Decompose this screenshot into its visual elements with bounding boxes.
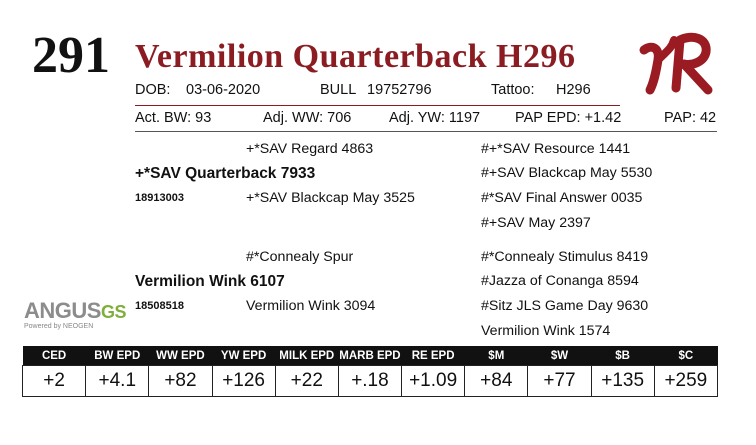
epd-header-row: CED BW EPD WW EPD YW EPD MILK EPD MARB E… [22, 346, 718, 366]
sire-dam-dam: #+SAV May 2397 [481, 215, 591, 231]
name-divider [135, 105, 620, 106]
stats-divider [135, 131, 717, 132]
sire-dam-sire: #*SAV Final Answer 0035 [481, 190, 643, 206]
epd-value-w: +77 [527, 365, 592, 397]
angus-gs-logo: ANGUSGS Powered by NEOGEN [24, 298, 127, 331]
epd-header-re: RE EPD [401, 346, 465, 366]
epd-header-m: $M [464, 346, 528, 366]
tattoo-label: Tattoo: [491, 82, 535, 98]
dob-label: DOB: [135, 82, 171, 98]
angus-logo-text: ANGUS [24, 298, 101, 323]
epd-value-b: +135 [590, 365, 655, 397]
epd-value-milk: +22 [274, 365, 339, 397]
adjusted-yearling-weight: Adj. YW: 1197 [389, 110, 481, 126]
animal-name: Vermilion Quarterback H296 [135, 38, 576, 75]
dam-dam-sire: #Sitz JLS Game Day 9630 [481, 298, 649, 314]
epd-header-w: $W [527, 346, 592, 366]
actual-birth-weight: Act. BW: 93 [135, 110, 212, 126]
pap-epd: PAP EPD: +1.42 [515, 110, 622, 126]
angus-logo-subtitle: Powered by NEOGEN [24, 323, 94, 330]
epd-value-ww: +82 [148, 365, 213, 397]
sire-sire-dam: #+SAV Blackcap May 5530 [481, 165, 653, 181]
epd-value-ced: +2 [21, 365, 87, 397]
lot-number: 291 [32, 27, 110, 84]
epd-header-yw: YW EPD [212, 346, 276, 366]
epd-value-yw: +126 [211, 365, 276, 397]
epd-header-b: $B [591, 346, 655, 366]
sire-dam: +*SAV Blackcap May 3525 [246, 190, 415, 206]
pap-value: PAP: 42 [664, 110, 717, 126]
epd-header-ww: WW EPD [148, 346, 213, 366]
sire-registration: 18913003 [135, 192, 184, 204]
adjusted-weaning-weight: Adj. WW: 706 [263, 110, 352, 126]
epd-value-c: +259 [653, 365, 719, 397]
registration-number: 19752796 [367, 82, 432, 98]
sire-sire-sire: #+*SAV Resource 1441 [481, 141, 631, 157]
sex-label: BULL [320, 82, 357, 98]
dam-sire: #*Connealy Spur [246, 249, 354, 265]
epd-value-marb: +.18 [337, 365, 403, 397]
dam-name: Vermilion Wink 6107 [135, 273, 285, 290]
vr-brand-logo [639, 32, 713, 95]
sire-name: +*SAV Quarterback 7933 [135, 165, 316, 182]
epd-value-m: +84 [464, 365, 529, 397]
sire-sire: +*SAV Regard 4863 [246, 141, 374, 157]
epd-header-bw: BW EPD [85, 346, 149, 366]
epd-header-marb: MARB EPD [338, 346, 402, 366]
epd-value-row: +2 +4.1 +82 +126 +22 +.18 +1.09 +84 +77 … [21, 365, 719, 397]
epd-value-re: +1.09 [401, 365, 466, 397]
epd-header-c: $C [654, 346, 718, 366]
angus-gs-text: GS [100, 302, 127, 322]
epd-table: CED BW EPD WW EPD YW EPD MILK EPD MARB E… [21, 346, 719, 397]
dam-sire-sire: #*Connealy Stimulus 8419 [481, 249, 649, 265]
dob-value: 03-06-2020 [186, 82, 261, 98]
epd-value-bw: +4.1 [85, 365, 150, 397]
dam-sire-dam: #Jazza of Conanga 8594 [481, 273, 639, 289]
dam-dam-dam: Vermilion Wink 1574 [481, 323, 611, 339]
dam-dam: Vermilion Wink 3094 [246, 298, 376, 314]
epd-header-ced: CED [22, 346, 86, 366]
epd-header-milk: MILK EPD [275, 346, 339, 366]
dam-registration: 18508518 [135, 300, 184, 312]
tattoo-value: H296 [556, 82, 591, 98]
